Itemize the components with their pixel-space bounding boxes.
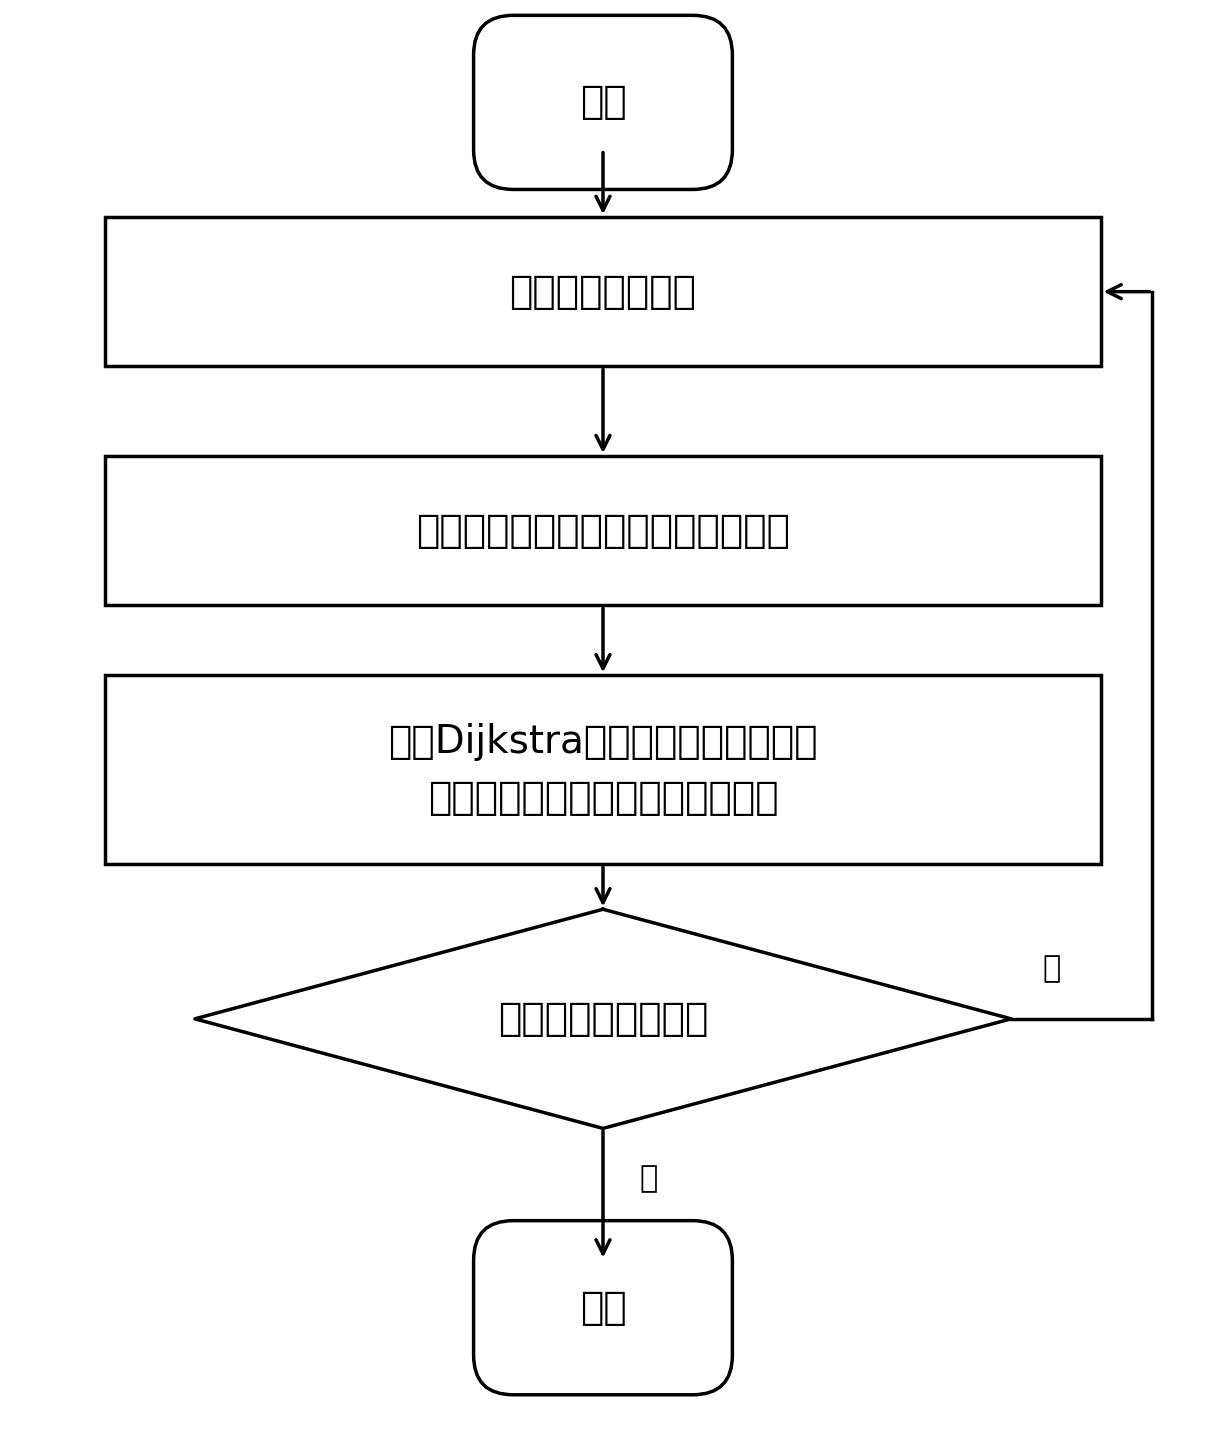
Text: 获取实时运行数据: 获取实时运行数据 xyxy=(509,273,697,310)
FancyBboxPatch shape xyxy=(474,16,732,190)
Text: 利用Dijkstra最短路径算法，找到各
飞机从推出处到跑道口的最短路径: 利用Dijkstra最短路径算法，找到各 飞机从推出处到跑道口的最短路径 xyxy=(388,723,818,816)
Text: 开始: 开始 xyxy=(580,83,626,121)
Text: 否: 否 xyxy=(1043,954,1061,983)
FancyBboxPatch shape xyxy=(474,1220,732,1395)
Bar xyxy=(105,675,1101,865)
Text: 结束: 结束 xyxy=(580,1289,626,1326)
Text: 全部飞机是否起飞？: 全部飞机是否起飞？ xyxy=(498,1000,708,1038)
Bar xyxy=(105,217,1101,366)
Bar xyxy=(105,456,1101,605)
Polygon shape xyxy=(195,910,1011,1128)
Text: 是: 是 xyxy=(640,1164,658,1193)
Text: 利用层次分析法确定各滑行道的权重: 利用层次分析法确定各滑行道的权重 xyxy=(416,512,790,550)
